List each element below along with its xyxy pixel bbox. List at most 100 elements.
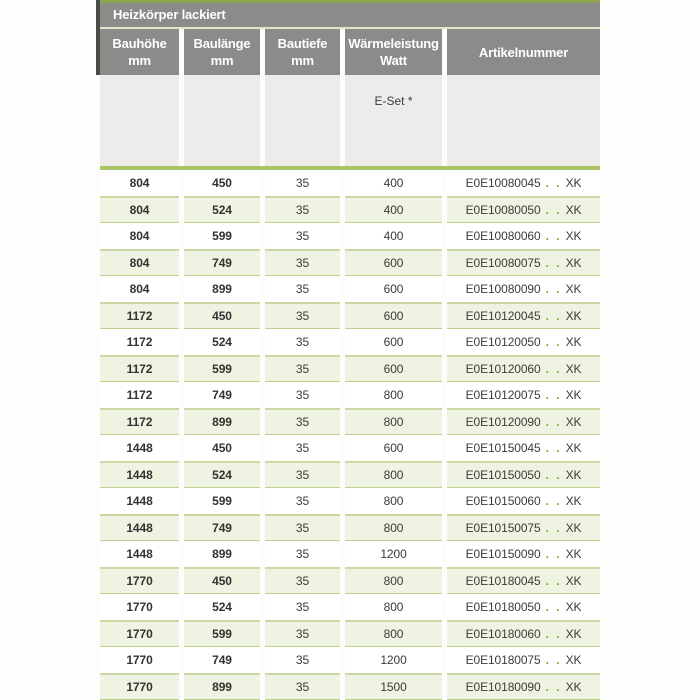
cell-watt: 600: [345, 302, 442, 329]
cell-bautiefe: 35: [265, 567, 340, 594]
cell-bautiefe: 35: [265, 302, 340, 329]
artikel-code: E0E10150050: [465, 467, 541, 482]
cell-bauhoehe: 1172: [100, 355, 179, 382]
cell-baulaenge: 450: [184, 170, 260, 197]
cell-watt: 800: [345, 620, 442, 647]
artikel-suffix: XK: [565, 281, 582, 296]
cell-bautiefe: 35: [265, 382, 340, 409]
cell-baulaenge: 899: [184, 673, 260, 700]
artikel-suffix: XK: [565, 414, 582, 429]
subheader-cell-empty: [184, 75, 260, 166]
cell-bautiefe: 35: [265, 620, 340, 647]
artikel-code: E0E10150090: [465, 546, 541, 561]
cell-watt: 400: [345, 223, 442, 250]
cell-watt: 800: [345, 382, 442, 409]
cell-artikelnummer: E0E10180075 . . XK: [447, 647, 600, 674]
column-header-unit: mm: [291, 53, 314, 68]
cell-artikelnummer: E0E10120090 . . XK: [447, 408, 600, 435]
cell-bauhoehe: 804: [100, 276, 179, 303]
cell-watt: 600: [345, 355, 442, 382]
table-row: 1172 899 35 800 E0E10120090 . . XK: [100, 408, 600, 435]
cell-watt: 600: [345, 276, 442, 303]
artikel-code: E0E10080060: [465, 228, 541, 243]
cell-bautiefe: 35: [265, 276, 340, 303]
cell-watt: 800: [345, 567, 442, 594]
cell-watt: 800: [345, 594, 442, 621]
artikel-suffix: XK: [565, 573, 582, 588]
cell-artikelnummer: E0E10180090 . . XK: [447, 673, 600, 700]
artikel-code: E0E10120075: [465, 387, 541, 402]
column-header-bautiefe: Bautiefe mm: [265, 29, 340, 75]
cell-artikelnummer: E0E10120045 . . XK: [447, 302, 600, 329]
artikel-dots: . .: [545, 493, 562, 508]
cell-baulaenge: 524: [184, 329, 260, 356]
cell-bautiefe: 35: [265, 223, 340, 250]
cell-bauhoehe: 804: [100, 249, 179, 276]
cell-bautiefe: 35: [265, 408, 340, 435]
artikel-suffix: XK: [565, 387, 582, 402]
cell-bauhoehe: 1172: [100, 408, 179, 435]
artikel-dots: . .: [545, 520, 562, 535]
artikel-suffix: XK: [565, 520, 582, 535]
cell-artikelnummer: E0E10150090 . . XK: [447, 541, 600, 568]
artikel-dots: . .: [545, 387, 562, 402]
subheader-cell-empty: [100, 75, 179, 166]
cell-baulaenge: 450: [184, 567, 260, 594]
cell-watt: 600: [345, 329, 442, 356]
artikel-suffix: XK: [565, 334, 582, 349]
column-header-label: Baulänge: [193, 36, 251, 51]
cell-watt: 400: [345, 170, 442, 197]
subheader-row: E-Set *: [100, 75, 600, 166]
cell-bautiefe: 35: [265, 461, 340, 488]
table-row: 1770 749 35 1200 E0E10180075 . . XK: [100, 647, 600, 674]
column-header-row: Bauhöhe mm Baulänge mm Bautiefe mm Wärme…: [100, 29, 600, 75]
cell-bauhoehe: 1770: [100, 567, 179, 594]
artikel-code: E0E10120050: [465, 334, 541, 349]
cell-bautiefe: 35: [265, 514, 340, 541]
artikel-dots: . .: [545, 175, 562, 190]
cell-watt: 600: [345, 249, 442, 276]
cell-bauhoehe: 1172: [100, 329, 179, 356]
cell-baulaenge: 599: [184, 223, 260, 250]
cell-artikelnummer: E0E10180045 . . XK: [447, 567, 600, 594]
artikel-code: E0E10120090: [465, 414, 541, 429]
cell-artikelnummer: E0E10080050 . . XK: [447, 196, 600, 223]
cell-bauhoehe: 1448: [100, 514, 179, 541]
artikel-suffix: XK: [565, 255, 582, 270]
cell-baulaenge: 899: [184, 541, 260, 568]
cell-bautiefe: 35: [265, 170, 340, 197]
cell-baulaenge: 749: [184, 249, 260, 276]
cell-bautiefe: 35: [265, 541, 340, 568]
cell-artikelnummer: E0E10150060 . . XK: [447, 488, 600, 515]
column-header-baulaenge: Baulänge mm: [184, 29, 260, 75]
subheader-cell-empty: [265, 75, 340, 166]
cell-baulaenge: 899: [184, 408, 260, 435]
artikel-code: E0E10080075: [465, 255, 541, 270]
cell-bautiefe: 35: [265, 673, 340, 700]
artikel-code: E0E10180050: [465, 599, 541, 614]
table-row: 1172 749 35 800 E0E10120075 . . XK: [100, 382, 600, 409]
cell-watt: 1200: [345, 541, 442, 568]
cell-baulaenge: 450: [184, 302, 260, 329]
cell-baulaenge: 899: [184, 276, 260, 303]
cell-watt: 800: [345, 514, 442, 541]
table-row: 804 524 35 400 E0E10080050 . . XK: [100, 196, 600, 223]
column-header-label: Bauhöhe: [112, 36, 167, 51]
cell-baulaenge: 599: [184, 488, 260, 515]
artikel-suffix: XK: [565, 228, 582, 243]
table-row: 1770 899 35 1500 E0E10180090 . . XK: [100, 673, 600, 700]
cell-artikelnummer: E0E10180060 . . XK: [447, 620, 600, 647]
cell-baulaenge: 450: [184, 435, 260, 462]
column-header-unit: Watt: [380, 53, 407, 68]
artikel-suffix: XK: [565, 652, 582, 667]
cell-artikelnummer: E0E10150050 . . XK: [447, 461, 600, 488]
artikel-code: E0E10180075: [465, 652, 541, 667]
cell-artikelnummer: E0E10080045 . . XK: [447, 170, 600, 197]
cell-baulaenge: 749: [184, 382, 260, 409]
table-row: 1172 599 35 600 E0E10120060 . . XK: [100, 355, 600, 382]
cell-bauhoehe: 1448: [100, 435, 179, 462]
artikel-code: E0E10080090: [465, 281, 541, 296]
artikel-code: E0E10180060: [465, 626, 541, 641]
artikel-suffix: XK: [565, 493, 582, 508]
table-row: 1770 524 35 800 E0E10180050 . . XK: [100, 594, 600, 621]
